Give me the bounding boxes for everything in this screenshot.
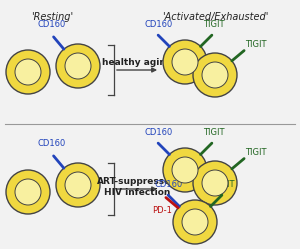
Circle shape xyxy=(15,179,41,205)
Text: CD160: CD160 xyxy=(144,20,172,29)
Circle shape xyxy=(56,44,100,88)
Text: ART-suppressed
HIV infection: ART-suppressed HIV infection xyxy=(97,177,177,197)
Circle shape xyxy=(172,157,198,183)
Text: CD160: CD160 xyxy=(38,139,66,148)
Circle shape xyxy=(202,62,228,88)
Text: TIGIT: TIGIT xyxy=(245,40,267,49)
Text: TIGIT: TIGIT xyxy=(203,128,225,137)
Text: PD-1: PD-1 xyxy=(152,206,172,215)
Circle shape xyxy=(56,163,100,207)
Text: CD160: CD160 xyxy=(154,180,182,189)
Text: CD160: CD160 xyxy=(38,20,66,29)
Circle shape xyxy=(6,50,50,94)
Circle shape xyxy=(202,170,228,196)
Circle shape xyxy=(193,53,237,97)
Circle shape xyxy=(163,40,207,84)
Text: CD160: CD160 xyxy=(144,128,172,137)
Circle shape xyxy=(65,172,91,198)
Text: TIGIT: TIGIT xyxy=(213,180,235,189)
Text: 'Activated/Exhausted': 'Activated/Exhausted' xyxy=(162,12,268,22)
Circle shape xyxy=(173,200,217,244)
Text: TIGIT: TIGIT xyxy=(203,20,225,29)
Circle shape xyxy=(6,170,50,214)
Text: healthy aging: healthy aging xyxy=(102,58,172,67)
Circle shape xyxy=(193,161,237,205)
Text: TIGIT: TIGIT xyxy=(245,148,267,157)
Text: 'Resting': 'Resting' xyxy=(31,12,73,22)
Circle shape xyxy=(15,59,41,85)
Circle shape xyxy=(65,53,91,79)
Circle shape xyxy=(172,49,198,75)
Circle shape xyxy=(163,148,207,192)
Circle shape xyxy=(182,209,208,235)
